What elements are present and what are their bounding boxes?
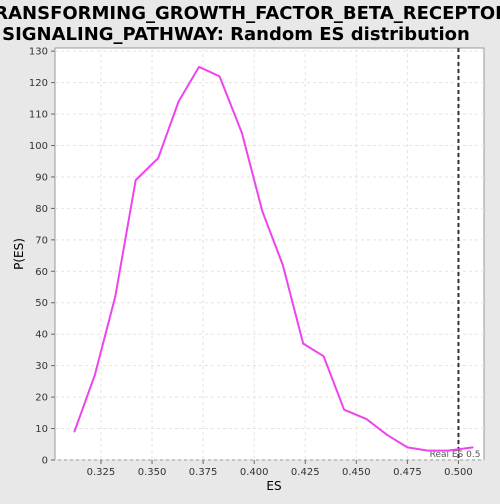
y-tick-label: 10 — [35, 424, 48, 435]
chart-title-line-2: SIGNALING_PATHWAY: Random ES distributio… — [2, 24, 470, 45]
data-point — [281, 264, 284, 266]
series-group — [73, 65, 474, 452]
data-point — [427, 449, 429, 452]
y-tick-label: 60 — [35, 267, 48, 278]
y-tick-label: 70 — [35, 235, 48, 246]
y-tick-label: 30 — [35, 361, 48, 372]
data-point — [198, 66, 200, 68]
y-tick-label: 50 — [35, 298, 48, 309]
x-tick-label: 0.325 — [87, 467, 116, 478]
data-point — [241, 132, 243, 134]
y-axis-label: P(ES) — [12, 238, 26, 270]
reference-line-group: Real ES 0.5 — [430, 48, 481, 460]
data-point — [261, 210, 264, 213]
y-tick-label: 0 — [42, 456, 48, 467]
data-point — [134, 179, 137, 181]
x-tick-label: 0.450 — [342, 467, 371, 478]
data-point — [73, 430, 76, 433]
data-point — [218, 75, 221, 78]
x-tick-label: 0.375 — [189, 467, 218, 478]
data-point — [322, 355, 325, 358]
data-point — [302, 342, 305, 345]
real-es-label: Real ES 0.5 — [430, 450, 481, 460]
x-axis-label: ES — [266, 479, 281, 493]
x-tick-label: 0.425 — [291, 467, 320, 478]
y-tick-label: 80 — [35, 204, 48, 215]
data-point — [386, 434, 388, 436]
x-axis: 0.325 0.350 0.375 0.400 0.425 0.450 0.475 0.500 — [87, 460, 473, 478]
data-point — [471, 446, 474, 449]
data-point — [447, 449, 450, 452]
y-tick-label: 130 — [29, 47, 48, 58]
data-point — [177, 100, 180, 103]
es-distribution-line — [73, 65, 473, 452]
data-point — [114, 295, 117, 298]
y-tick-label: 90 — [35, 172, 48, 183]
data-point — [365, 418, 368, 420]
y-tick-label: 40 — [35, 330, 48, 341]
y-tick-label: 110 — [29, 110, 48, 121]
chart-title-line-1: TRANSFORMING_GROWTH_FACTOR_BETA_RECEPTOR… — [0, 3, 500, 24]
x-tick-label: 0.500 — [444, 467, 473, 478]
plot-area — [54, 47, 485, 461]
x-tick-label: 0.475 — [393, 467, 422, 478]
y-tick-label: 20 — [35, 393, 48, 404]
x-tick-label: 0.350 — [138, 467, 167, 478]
data-point — [406, 446, 409, 449]
data-point — [157, 157, 159, 159]
grid — [55, 48, 484, 461]
y-tick-label: 100 — [29, 141, 48, 152]
data-point — [94, 374, 96, 376]
y-tick-label: 120 — [29, 78, 48, 89]
x-tick-label: 0.400 — [240, 467, 269, 478]
y-axis: 0 10 20 30 40 50 60 70 80 90 100 110 120 130 — [29, 47, 55, 467]
data-point — [343, 408, 345, 411]
